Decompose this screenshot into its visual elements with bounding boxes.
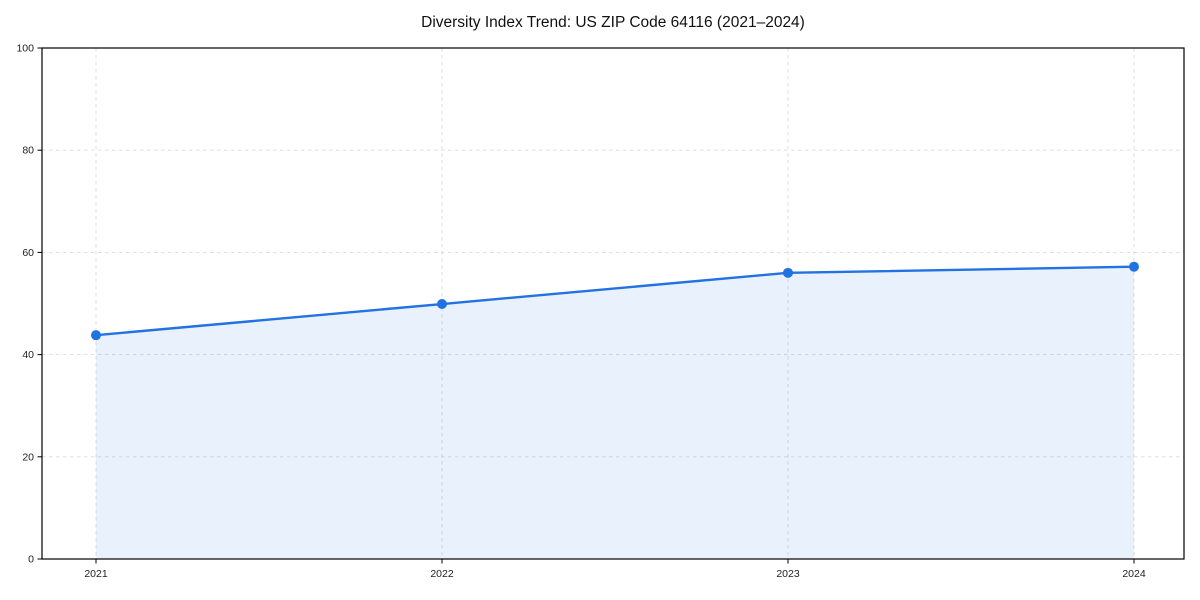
data-point-marker xyxy=(437,299,447,310)
data-point-marker xyxy=(1129,261,1139,272)
area-fill xyxy=(96,266,1134,559)
y-tick-label: 100 xyxy=(16,43,34,55)
chart-title: Diversity Index Trend: US ZIP Code 64116… xyxy=(421,14,805,31)
data-point-marker xyxy=(783,267,793,278)
plot-frame xyxy=(41,47,1185,560)
y-tick-label: 20 xyxy=(22,451,34,463)
y-tick-label: 40 xyxy=(22,349,34,361)
trend-line xyxy=(94,265,1136,337)
x-tick-label: 2024 xyxy=(1122,568,1146,580)
y-tick-label: 80 xyxy=(22,145,34,157)
data-point-marker xyxy=(91,330,101,341)
y-tick-label: 60 xyxy=(22,247,34,259)
x-tick-label: 2023 xyxy=(776,568,800,580)
x-tick-label: 2021 xyxy=(84,568,108,580)
x-tick-label: 2022 xyxy=(430,568,454,580)
y-tick-label: 0 xyxy=(28,554,34,566)
